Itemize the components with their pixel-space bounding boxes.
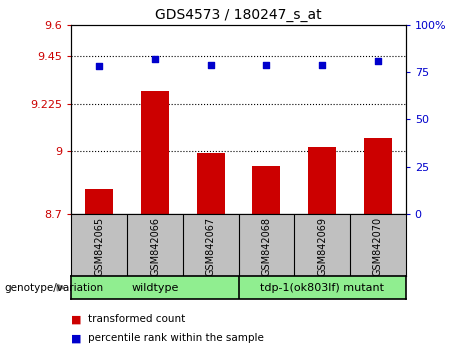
Bar (364, 138, 392, 214)
Text: GSM842066: GSM842066 (150, 217, 160, 276)
Bar (85, 189, 113, 214)
Point (319, 62, 326, 67)
Text: GSM842070: GSM842070 (373, 217, 383, 276)
Bar (197, 153, 225, 214)
Bar (141, 91, 169, 214)
Text: GSM842065: GSM842065 (95, 217, 104, 276)
Text: GSM842068: GSM842068 (261, 217, 272, 276)
Bar (253, 166, 280, 214)
Point (207, 62, 214, 67)
Bar (308, 147, 336, 214)
Text: tdp-1(ok803lf) mutant: tdp-1(ok803lf) mutant (260, 282, 384, 293)
Text: ■: ■ (71, 333, 82, 343)
Point (374, 58, 382, 64)
Text: transformed count: transformed count (88, 314, 185, 324)
Point (263, 62, 270, 67)
Text: GSM842067: GSM842067 (206, 217, 216, 276)
Title: GDS4573 / 180247_s_at: GDS4573 / 180247_s_at (155, 8, 322, 22)
Text: ■: ■ (71, 314, 82, 324)
Text: GSM842069: GSM842069 (317, 217, 327, 276)
Text: wildtype: wildtype (131, 282, 179, 293)
Point (151, 56, 159, 62)
Point (95, 64, 103, 69)
Text: genotype/variation: genotype/variation (5, 282, 104, 293)
Text: percentile rank within the sample: percentile rank within the sample (88, 333, 264, 343)
